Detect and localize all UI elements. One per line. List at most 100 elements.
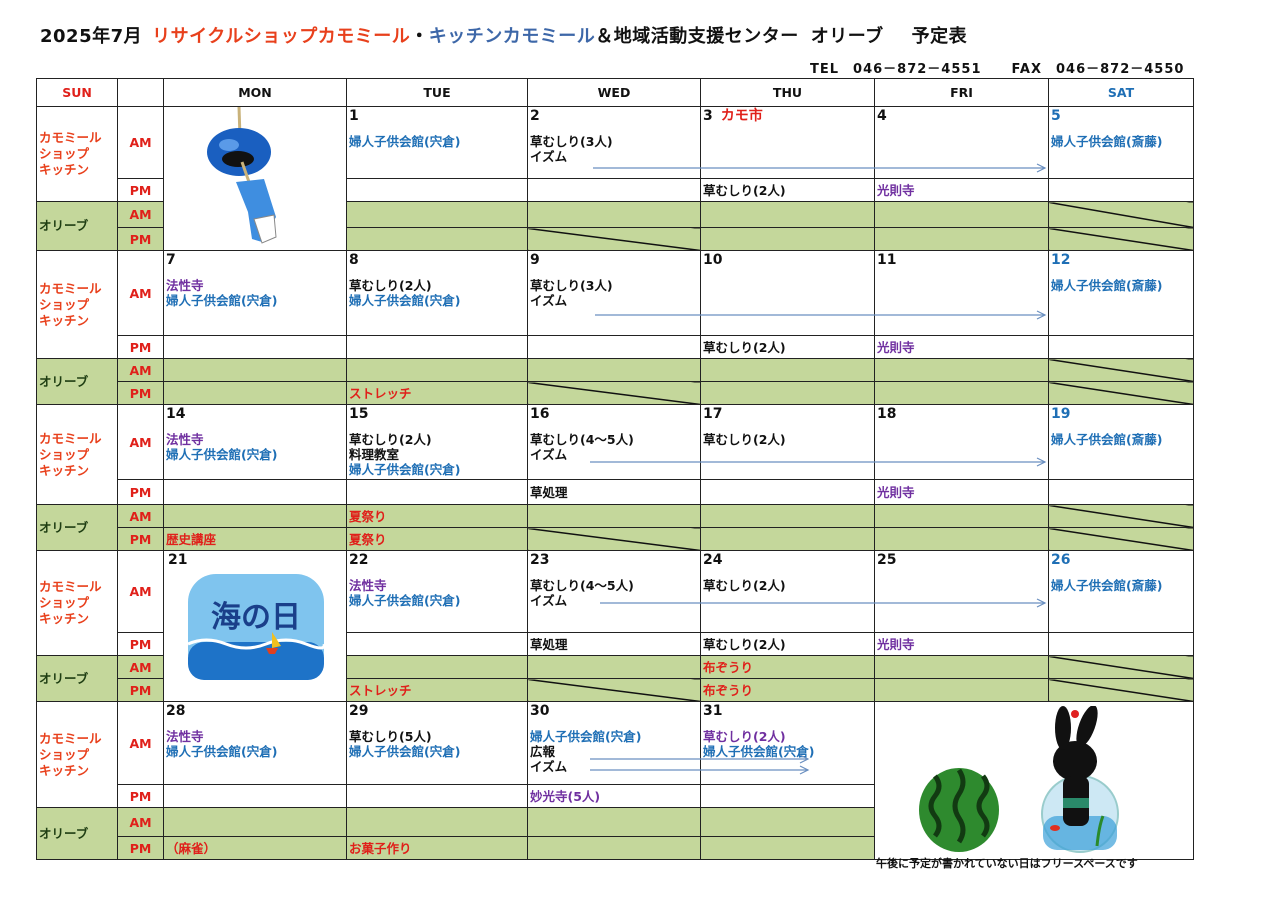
day-cell-am[interactable]: 14 法性寺 婦人子供会館(宍倉) [163, 404, 347, 480]
olive-cell-pm[interactable] [346, 227, 528, 251]
day-cell-am[interactable]: 23 草むしり(4～5人) イズム [527, 550, 701, 633]
olive-cell-pm[interactable] [874, 527, 1049, 551]
day-cell-am[interactable]: 30 婦人子供会館(宍倉) 広報 イズム [527, 701, 701, 785]
olive-cell-am[interactable] [346, 201, 528, 228]
olive-cell-am[interactable] [346, 807, 528, 837]
olive-cell-pm[interactable] [527, 527, 701, 551]
olive-cell-am[interactable] [527, 807, 701, 837]
olive-cell-pm[interactable] [874, 381, 1049, 405]
olive-cell-am[interactable] [700, 807, 875, 837]
day-cell-pm[interactable]: 光則寺 [874, 335, 1049, 359]
day-cell-pm[interactable] [527, 178, 701, 202]
olive-cell-pm[interactable] [1048, 227, 1194, 251]
olive-cell-pm[interactable] [1048, 527, 1194, 551]
olive-cell-pm[interactable] [700, 381, 875, 405]
olive-cell-pm[interactable]: （麻雀） [163, 836, 347, 860]
day-cell-am[interactable]: 24 草むしり(2人) [700, 550, 875, 633]
olive-cell-pm[interactable] [700, 227, 875, 251]
olive-cell-pm[interactable] [163, 381, 347, 405]
day-cell-pm[interactable] [700, 479, 875, 505]
day-cell-am[interactable]: 28 法性寺 婦人子供会館(宍倉) [163, 701, 347, 785]
olive-cell-pm[interactable] [527, 836, 701, 860]
day-cell-pm[interactable] [1048, 335, 1194, 359]
olive-cell-am[interactable] [163, 504, 347, 528]
day-cell-pm[interactable]: 光則寺 [874, 632, 1049, 656]
olive-cell-am[interactable]: 夏祭り [346, 504, 528, 528]
day-cell-pm[interactable] [346, 632, 528, 656]
day-cell-pm[interactable]: 光則寺 [874, 178, 1049, 202]
olive-cell-pm[interactable] [700, 527, 875, 551]
day-cell-pm[interactable]: 草むしり(2人) [700, 632, 875, 656]
olive-cell-am[interactable] [163, 807, 347, 837]
day-cell-pm[interactable] [346, 178, 528, 202]
day-cell-am[interactable]: 3 カモ市 [700, 106, 875, 179]
olive-cell-am[interactable]: 布ぞうり [700, 655, 875, 679]
olive-cell-am[interactable] [874, 504, 1049, 528]
day-cell-pm[interactable] [1048, 178, 1194, 202]
day-cell-am[interactable]: 7 法性寺 婦人子供会館(宍倉) [163, 250, 347, 336]
day-cell-am[interactable]: 12 婦人子供会館(斎藤) [1048, 250, 1194, 336]
day-cell-am[interactable]: 19 婦人子供会館(斎藤) [1048, 404, 1194, 480]
day-cell-am[interactable]: 5 婦人子供会館(斎藤) [1048, 106, 1194, 179]
day-cell-am[interactable]: 18 [874, 404, 1049, 480]
olive-cell-pm[interactable] [1048, 381, 1194, 405]
olive-cell-am[interactable] [1048, 504, 1194, 528]
day-cell-pm[interactable] [1048, 632, 1194, 656]
day-cell-am[interactable]: 22 法性寺 婦人子供会館(宍倉) [346, 550, 528, 633]
day-cell-pm[interactable]: 光則寺 [874, 479, 1049, 505]
olive-cell-am[interactable] [874, 201, 1049, 228]
olive-cell-pm[interactable] [874, 678, 1049, 702]
day-cell-am[interactable]: 1 婦人子供会館(宍倉) [346, 106, 528, 179]
olive-cell-am[interactable] [527, 201, 701, 228]
day-cell-am[interactable]: 4 [874, 106, 1049, 179]
day-cell-pm[interactable] [163, 479, 347, 505]
olive-cell-am[interactable] [874, 655, 1049, 679]
day-cell-am[interactable]: 2 草むしり(3人) イズム [527, 106, 701, 179]
olive-cell-pm[interactable]: ストレッチ [346, 678, 528, 702]
day-cell-pm[interactable]: 草処理 [527, 632, 701, 656]
olive-cell-pm[interactable]: ストレッチ [346, 381, 528, 405]
day-cell-am[interactable]: 10 [700, 250, 875, 336]
olive-cell-am[interactable] [527, 358, 701, 382]
olive-cell-pm[interactable]: 布ぞうり [700, 678, 875, 702]
olive-cell-pm[interactable] [527, 381, 701, 405]
olive-cell-pm[interactable] [700, 836, 875, 860]
olive-cell-pm[interactable] [874, 227, 1049, 251]
olive-cell-am[interactable] [163, 358, 347, 382]
olive-cell-am[interactable] [527, 655, 701, 679]
olive-cell-am[interactable] [527, 504, 701, 528]
olive-cell-pm[interactable]: 夏祭り [346, 527, 528, 551]
day-cell-am[interactable]: 9 草むしり(3人) イズム [527, 250, 701, 336]
day-cell-pm[interactable]: 草むしり(2人) [700, 178, 875, 202]
olive-cell-am[interactable] [700, 201, 875, 228]
day-cell-pm[interactable] [163, 335, 347, 359]
day-cell-pm[interactable] [163, 784, 347, 808]
day-cell-am[interactable]: 25 [874, 550, 1049, 633]
day-cell-am[interactable]: 8 草むしり(2人) 婦人子供会館(宍倉) [346, 250, 528, 336]
day-cell-am[interactable]: 15 草むしり(2人) 料理教室 婦人子供会館(宍倉) [346, 404, 528, 480]
olive-cell-pm[interactable] [527, 678, 701, 702]
day-cell-pm[interactable] [346, 784, 528, 808]
olive-cell-pm[interactable] [1048, 678, 1194, 702]
olive-cell-am[interactable] [700, 504, 875, 528]
day-cell-am[interactable]: 26 婦人子供会館(斎藤) [1048, 550, 1194, 633]
day-cell-pm[interactable]: 妙光寺(5人) [527, 784, 701, 808]
day-cell-pm[interactable] [700, 784, 875, 808]
olive-cell-am[interactable] [874, 358, 1049, 382]
day-cell-pm[interactable]: 草むしり(2人) [700, 335, 875, 359]
olive-cell-am[interactable] [700, 358, 875, 382]
day-cell-pm[interactable]: 草処理 [527, 479, 701, 505]
olive-cell-am[interactable] [1048, 655, 1194, 679]
olive-cell-am[interactable] [346, 655, 528, 679]
day-cell-am[interactable]: 29 草むしり(5人) 婦人子供会館(宍倉) [346, 701, 528, 785]
day-cell-pm[interactable] [1048, 479, 1194, 505]
day-cell-pm[interactable] [527, 335, 701, 359]
day-cell-am[interactable]: 11 [874, 250, 1049, 336]
olive-cell-pm[interactable] [527, 227, 701, 251]
olive-cell-pm[interactable]: 歴史講座 [163, 527, 347, 551]
day-cell-pm[interactable] [346, 479, 528, 505]
olive-cell-am[interactable] [1048, 358, 1194, 382]
olive-cell-am[interactable] [1048, 201, 1194, 228]
olive-cell-am[interactable] [346, 358, 528, 382]
day-cell-pm[interactable] [346, 335, 528, 359]
